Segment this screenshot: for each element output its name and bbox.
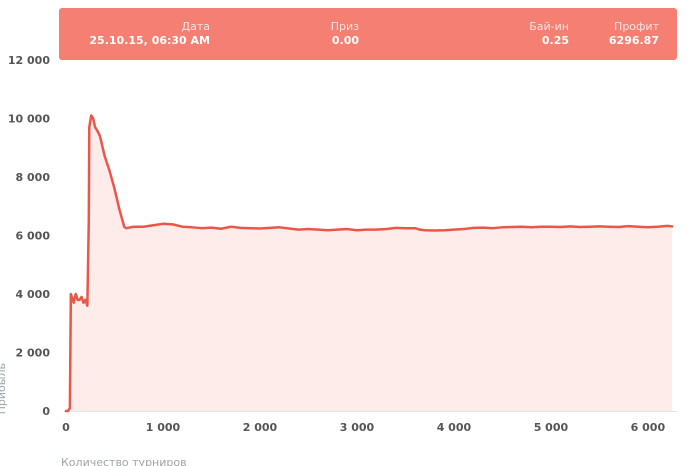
y-tick-label: 12 000 [8,54,50,67]
y-tick-label: 10 000 [8,113,50,126]
data-tooltip: Дата 25.10.15, 06:30 AM Приз 0.00 Бай-ин… [59,8,677,60]
tooltip-date-label: Дата [181,20,210,33]
series-line [64,114,674,413]
y-tick-label: 4 000 [16,288,51,301]
tooltip-profit-value: 6296.87 [608,34,659,47]
area-fill-group [66,115,673,411]
tooltip-buyin-label: Бай-ин [529,20,569,33]
tooltip-prize-value: 0.00 [331,34,359,47]
y-tick-label: 0 [42,405,50,418]
tooltip-profit-label: Профит [614,20,659,33]
x-tick-label: 4 000 [437,421,472,434]
y-tick-label: 2 000 [16,347,51,360]
y-tick-label: 8 000 [16,171,51,184]
y-tick-label: 6 000 [16,230,51,243]
x-tick-labels: 0 1 000 2 000 3 000 4 000 5 000 6 000 [62,421,665,434]
tooltip-date: Дата 25.10.15, 06:30 AM [89,20,210,48]
x-tick-label: 2 000 [243,421,278,434]
tooltip-prize: Приз 0.00 [331,20,359,48]
x-axis-title: Количество турниров [61,456,187,466]
tooltip-date-value: 25.10.15, 06:30 AM [89,34,210,47]
x-tick-label: 6 000 [631,421,666,434]
x-tick-label: 1 000 [146,421,181,434]
x-tick-label: 5 000 [534,421,569,434]
series-area-fill [66,115,673,411]
x-tick-label: 0 [62,421,70,434]
x-tick-label: 3 000 [340,421,375,434]
series-line-group [64,114,674,413]
tooltip-buyin-value: 0.25 [541,34,569,47]
y-tick-labels: 0 2 000 4 000 6 000 8 000 10 000 12 000 [8,54,50,418]
tooltip-profit: Профит 6296.87 [609,20,659,48]
tooltip-prize-label: Приз [330,20,359,33]
y-axis-title: Прибыль [0,363,8,414]
tooltip-buyin: Бай-ин 0.25 [529,20,569,48]
